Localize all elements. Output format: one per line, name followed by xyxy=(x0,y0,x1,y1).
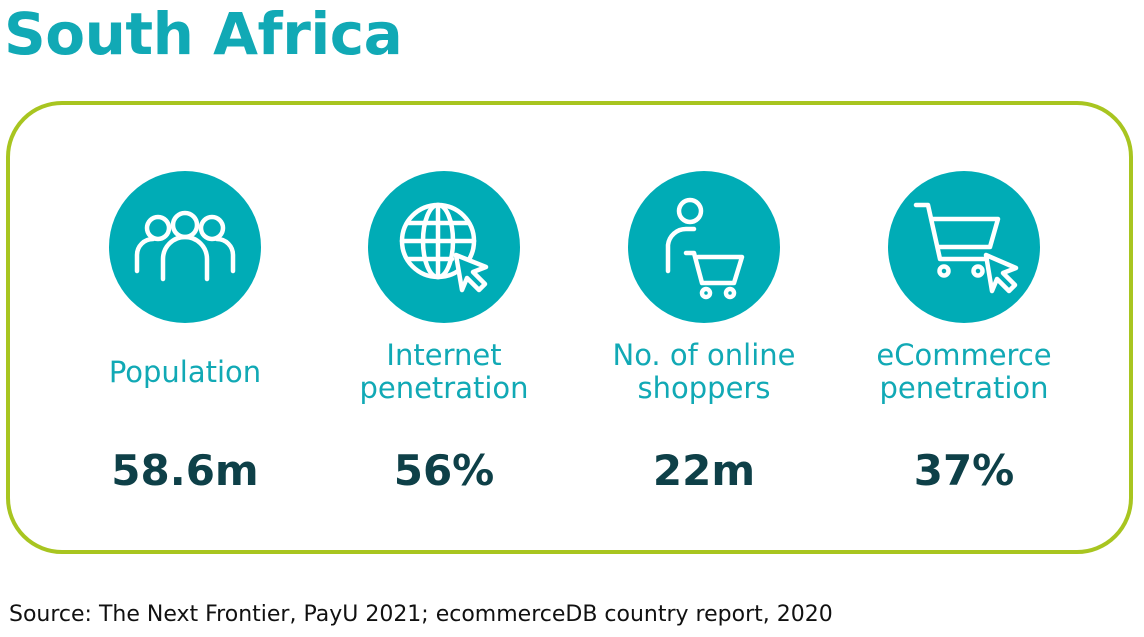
stat-label-line: Internet xyxy=(386,338,502,372)
stat-label-line: eCommerce xyxy=(876,338,1052,372)
stat-label-line: No. of online xyxy=(612,338,796,372)
stat-online-shoppers: No. of online shoppers 22m xyxy=(574,105,834,550)
stat-ecommerce-penetration: eCommerce penetration 37% xyxy=(834,105,1094,550)
source-note: Source: The Next Frontier, PayU 2021; ec… xyxy=(9,602,833,627)
stat-label: No. of online shoppers xyxy=(574,339,834,405)
stat-internet-penetration: Internet penetration 56% xyxy=(314,105,574,550)
globe-cursor-icon xyxy=(368,171,520,323)
stat-label-line: penetration xyxy=(359,371,529,405)
stat-label-line: penetration xyxy=(879,371,1049,405)
page-title: South Africa xyxy=(4,0,403,68)
shopper-cart-icon xyxy=(628,171,780,323)
stat-value: 37% xyxy=(913,446,1015,495)
stat-label: Population xyxy=(108,355,262,389)
stat-label: Internet penetration xyxy=(314,339,574,405)
stat-value: 56% xyxy=(393,446,495,495)
stats-panel: Population 58.6m Internet penetration 56… xyxy=(6,101,1133,554)
people-icon xyxy=(109,171,261,323)
stat-label-line: shoppers xyxy=(637,371,771,405)
cart-cursor-icon xyxy=(888,171,1040,323)
stat-value: 58.6m xyxy=(111,446,259,495)
stat-value: 22m xyxy=(652,446,756,495)
stat-population: Population 58.6m xyxy=(55,105,315,550)
stat-label: eCommerce penetration xyxy=(834,339,1094,405)
